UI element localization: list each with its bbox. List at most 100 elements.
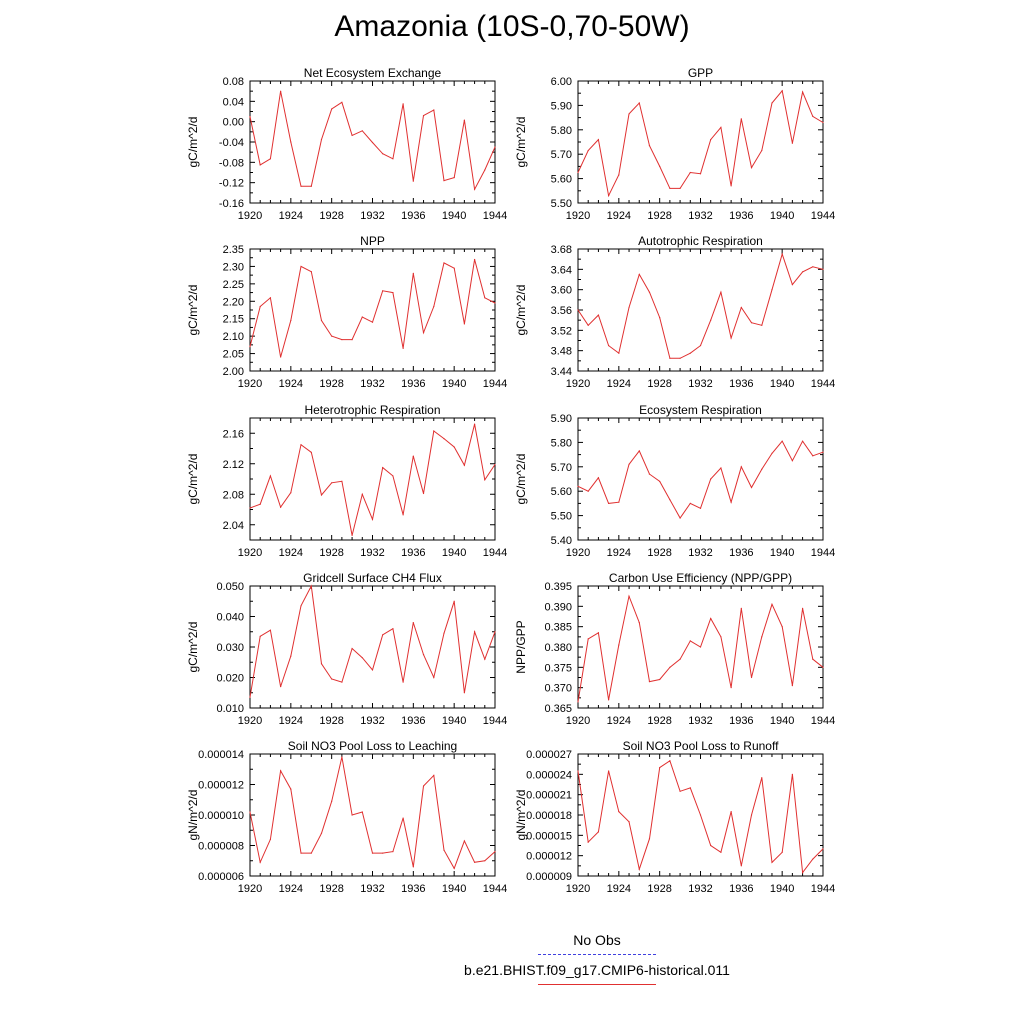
y-axis-label: gC/m^2/d (514, 454, 528, 505)
y-tick-label: 3.44 (551, 366, 572, 378)
data-point (259, 164, 261, 166)
y-tick-label: 0.030 (216, 642, 244, 654)
y-tick-label: -0.04 (219, 137, 244, 149)
x-tick-label: 1936 (729, 378, 753, 390)
data-point (801, 872, 804, 874)
y-tick-label: 5.90 (551, 413, 572, 425)
x-tick-label: 1944 (811, 378, 835, 390)
data-point (659, 766, 661, 769)
y-tick-label: 0.000015 (526, 830, 572, 842)
data-point (453, 867, 455, 869)
y-tick-label: 5.50 (551, 198, 572, 210)
data-point (371, 141, 374, 144)
data-point (463, 119, 465, 121)
panel-8: Carbon Use Efficiency (NPP/GPP) NPP/GPP 19… (514, 571, 835, 727)
data-point (740, 607, 742, 609)
data-point (801, 440, 804, 442)
data-point (290, 655, 292, 657)
data-point (812, 455, 814, 457)
data-point (750, 486, 753, 489)
data-point (822, 268, 824, 270)
data-point (648, 473, 651, 475)
data-point (320, 494, 323, 496)
x-tick-label: 1932 (688, 378, 712, 390)
legend-obs-label: No Obs (573, 932, 621, 948)
plot-frame (577, 417, 824, 541)
y-tick-label: 0.000012 (526, 851, 572, 863)
data-point (699, 814, 702, 816)
y-axis-label: gC/m^2/d (186, 622, 200, 673)
data-point (371, 518, 374, 521)
x-tick-label: 1932 (360, 883, 384, 895)
y-tick-label: 3.48 (551, 346, 572, 358)
data-point (618, 811, 620, 813)
data-point (422, 785, 425, 787)
y-tick-label: 0.000024 (526, 769, 572, 781)
data-point (249, 696, 251, 698)
data-point (791, 773, 793, 775)
x-tick-label: 1920 (566, 715, 590, 727)
x-tick-label: 1940 (770, 547, 794, 559)
data-point (361, 130, 363, 132)
data-point (331, 800, 333, 802)
panel-9: Soil NO3 Pool Loss to Leaching gN/m^2/d 19… (186, 739, 507, 895)
data-point (577, 770, 579, 772)
data-point (463, 464, 465, 466)
panel-title: Carbon Use Efficiency (NPP/GPP) (609, 571, 792, 585)
y-tick-label: 2.15 (223, 314, 244, 326)
data-point (812, 658, 814, 660)
x-tick-label: 1924 (607, 547, 631, 559)
data-point (280, 356, 282, 358)
plot-frame (577, 80, 824, 204)
data-point (412, 180, 414, 182)
data-point (422, 114, 425, 117)
data-point (402, 347, 404, 349)
y-tick-label: 0.380 (544, 642, 572, 654)
data-point (412, 455, 414, 457)
y-tick-label: 5.90 (551, 100, 572, 112)
x-tick-label: 1936 (401, 547, 425, 559)
x-tick-label: 1924 (279, 883, 303, 895)
data-point (280, 686, 282, 688)
data-point (577, 309, 579, 311)
data-point (597, 138, 600, 141)
data-point (710, 319, 712, 321)
plot-frame (249, 417, 496, 541)
data-point (822, 666, 824, 668)
data-point (280, 90, 282, 92)
data-point (473, 631, 476, 633)
data-point (433, 109, 435, 111)
data-point (269, 297, 272, 299)
y-tick-label: 2.20 (223, 296, 244, 308)
data-point (320, 319, 323, 322)
x-tick-label: 1936 (401, 210, 425, 222)
data-point (771, 452, 773, 454)
y-tick-label: 0.000006 (198, 871, 244, 883)
x-tick-label: 1920 (238, 378, 262, 390)
legend-model-line (538, 984, 656, 985)
data-point (290, 319, 292, 322)
data-point (679, 357, 681, 359)
x-tick-label: 1940 (770, 210, 794, 222)
data-point (720, 851, 722, 853)
data-point (801, 91, 804, 93)
x-tick-label: 1920 (238, 883, 262, 895)
y-tick-label: 5.60 (551, 174, 572, 186)
panel-title: Autotrophic Respiration (638, 234, 763, 248)
data-point (710, 844, 712, 847)
data-point (351, 647, 353, 650)
x-tick-label: 1944 (483, 378, 507, 390)
y-tick-label: -0.12 (219, 178, 244, 190)
panel-title: Gridcell Surface CH4 Flux (303, 571, 442, 585)
data-point (689, 352, 691, 354)
data-point (443, 437, 445, 440)
x-tick-label: 1932 (688, 210, 712, 222)
data-point (618, 644, 620, 646)
x-tick-label: 1924 (279, 715, 303, 727)
y-tick-label: 3.52 (551, 325, 572, 337)
data-point (443, 262, 445, 264)
data-point (249, 115, 251, 118)
x-tick-label: 1928 (319, 547, 343, 559)
data-point (341, 101, 343, 103)
y-axis-label: gC/m^2/d (514, 285, 528, 336)
